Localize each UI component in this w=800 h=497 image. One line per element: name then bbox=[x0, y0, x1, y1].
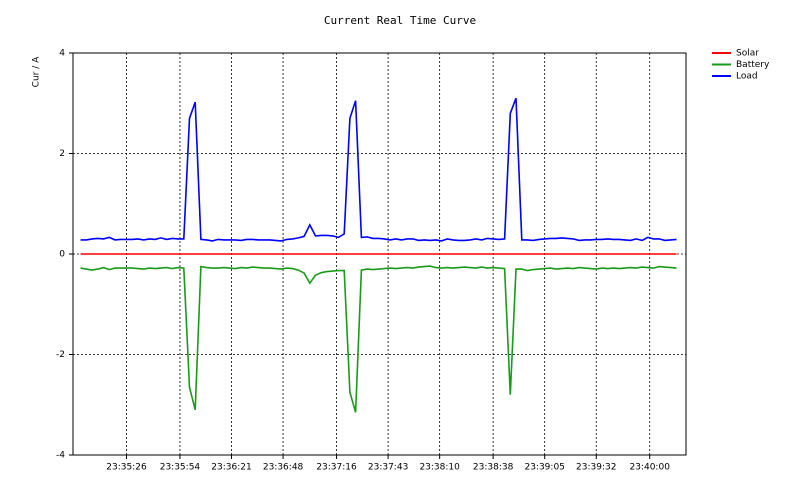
y-axis-label: Cur / A bbox=[32, 56, 42, 87]
x-tick-label: 23:40:00 bbox=[630, 463, 671, 473]
x-tick-label: 23:38:38 bbox=[473, 463, 514, 473]
x-tick-label: 23:35:54 bbox=[160, 463, 201, 473]
legend-label: Battery bbox=[736, 60, 770, 70]
x-tick-label: 23:35:26 bbox=[106, 463, 147, 473]
plot-frame bbox=[72, 52, 687, 456]
x-tick-label: 23:36:48 bbox=[263, 463, 304, 473]
legend-label: Load bbox=[736, 72, 758, 82]
chart-title: Current Real Time Curve bbox=[324, 14, 476, 27]
x-tick-label: 23:39:05 bbox=[524, 463, 564, 473]
x-tick-label: 23:38:10 bbox=[419, 463, 460, 473]
y-tick-label: 0 bbox=[59, 250, 65, 260]
y-tick-label: -2 bbox=[56, 350, 65, 360]
x-tick-label: 23:37:16 bbox=[316, 463, 357, 473]
y-tick-label: 4 bbox=[59, 49, 65, 59]
y-tick-label: 2 bbox=[59, 149, 65, 159]
x-tick-label: 23:36:21 bbox=[211, 463, 251, 473]
x-tick-label: 23:37:43 bbox=[368, 463, 408, 473]
series-line bbox=[80, 265, 677, 413]
y-tick-label: -4 bbox=[56, 451, 65, 461]
legend-label: Solar bbox=[736, 49, 759, 59]
x-tick-label: 23:39:32 bbox=[576, 463, 616, 473]
series-line bbox=[80, 97, 677, 242]
